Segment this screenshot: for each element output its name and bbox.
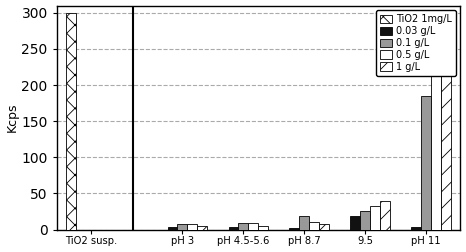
Bar [441, 63, 451, 230]
Y-axis label: Kcps: Kcps [6, 103, 19, 132]
Bar [360, 211, 370, 230]
Bar [289, 228, 299, 230]
Bar [411, 227, 421, 230]
Bar [197, 226, 207, 230]
Bar [66, 13, 76, 230]
Bar [370, 206, 380, 230]
Bar [239, 223, 248, 230]
Bar [319, 224, 329, 230]
Bar [421, 96, 431, 230]
Bar [309, 222, 319, 230]
Bar [187, 224, 197, 230]
Legend: TiO2 1mg/L, 0.03 g/L, 0.1 g/L, 0.5 g/L, 1 g/L: TiO2 1mg/L, 0.03 g/L, 0.1 g/L, 0.5 g/L, … [377, 10, 456, 76]
Bar [228, 227, 239, 230]
Bar [258, 226, 268, 230]
Bar [431, 22, 441, 230]
Bar [168, 227, 178, 230]
Bar [350, 216, 360, 230]
Bar [248, 223, 258, 230]
Bar [380, 201, 390, 230]
Bar [299, 216, 309, 230]
Bar [178, 224, 187, 230]
